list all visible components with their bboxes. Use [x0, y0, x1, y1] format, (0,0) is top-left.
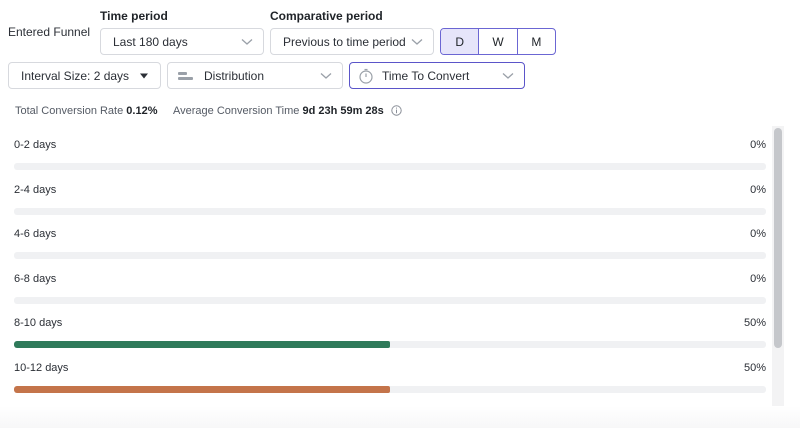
conversion-rate-value: 0.12%: [126, 105, 158, 117]
distribution-row: 8-10 days 50%: [14, 304, 766, 348]
bucket-percent: 0%: [750, 272, 766, 285]
bucket-label: 10-12 days: [14, 361, 69, 374]
view-mode-value: Distribution: [204, 68, 265, 83]
bucket-label: 2-4 days: [14, 183, 57, 196]
chevron-down-icon: [502, 72, 514, 79]
granularity-day-button[interactable]: D: [441, 29, 479, 54]
conversion-summary: Total Conversion Rate 0.12% Average Conv…: [15, 105, 402, 117]
distribution-row: 2-4 days 0%: [14, 171, 766, 215]
bucket-percent: 50%: [743, 361, 766, 374]
comparative-period-label: Comparative period: [270, 9, 383, 23]
metric-select[interactable]: Time To Convert: [349, 62, 525, 89]
info-icon[interactable]: [391, 105, 402, 116]
bucket-bar-track: [14, 385, 766, 393]
comparative-period-value: Previous to time period: [283, 34, 406, 49]
stopwatch-icon: [359, 68, 373, 84]
interval-size-value: Interval Size: 2 days: [21, 68, 130, 83]
bucket-bar-fill: [14, 341, 390, 348]
bucket-percent: 50%: [743, 317, 766, 329]
granularity-week-button[interactable]: W: [478, 29, 516, 54]
time-period-select[interactable]: Last 180 days: [100, 28, 264, 55]
distribution-row: 4-6 days 0%: [14, 215, 766, 259]
granularity-month-button[interactable]: M: [516, 29, 555, 54]
view-mode-select[interactable]: Distribution: [167, 62, 343, 89]
bucket-bar-track: [14, 296, 766, 304]
bucket-bar-track: [14, 252, 766, 259]
bucket-bar-track: [14, 163, 766, 170]
comparative-period-select[interactable]: Previous to time period: [270, 28, 434, 55]
bucket-label: 6-8 days: [14, 272, 57, 285]
bar-list-icon: [178, 71, 193, 80]
granularity-toggle: D W M: [440, 28, 556, 55]
bucket-bar-track: [14, 207, 766, 215]
bucket-bar-fill: [14, 385, 390, 393]
caret-down-icon: [140, 73, 148, 78]
bucket-label: 0-2 days: [14, 139, 57, 151]
distribution-row: 10-12 days 50%: [14, 349, 766, 393]
scrollbar[interactable]: [772, 126, 784, 406]
chevron-down-icon: [241, 38, 253, 45]
distribution-row: 6-8 days 0%: [14, 260, 766, 304]
scrollbar-thumb[interactable]: [774, 128, 782, 348]
entered-funnel-label: Entered Funnel: [8, 25, 91, 39]
bucket-bar-track: [14, 341, 766, 348]
bottom-fade: [0, 406, 800, 428]
bucket-percent: 0%: [750, 139, 766, 151]
avg-conversion-time-label: Average Conversion Time: [173, 105, 300, 117]
bucket-percent: 0%: [750, 183, 766, 196]
conversion-rate-label: Total Conversion Rate: [15, 105, 124, 117]
distribution-row: 0-2 days 0%: [14, 126, 766, 170]
bucket-percent: 0%: [750, 228, 766, 240]
bucket-label: 8-10 days: [14, 317, 63, 329]
time-period-value: Last 180 days: [113, 34, 188, 49]
avg-conversion-time-value: 9d 23h 59m 28s: [302, 105, 384, 117]
chevron-down-icon: [320, 72, 332, 79]
time-period-label: Time period: [100, 9, 168, 23]
chevron-down-icon: [411, 38, 423, 45]
metric-value: Time To Convert: [382, 68, 470, 83]
interval-size-select[interactable]: Interval Size: 2 days: [8, 62, 161, 89]
bucket-label: 4-6 days: [14, 228, 57, 240]
